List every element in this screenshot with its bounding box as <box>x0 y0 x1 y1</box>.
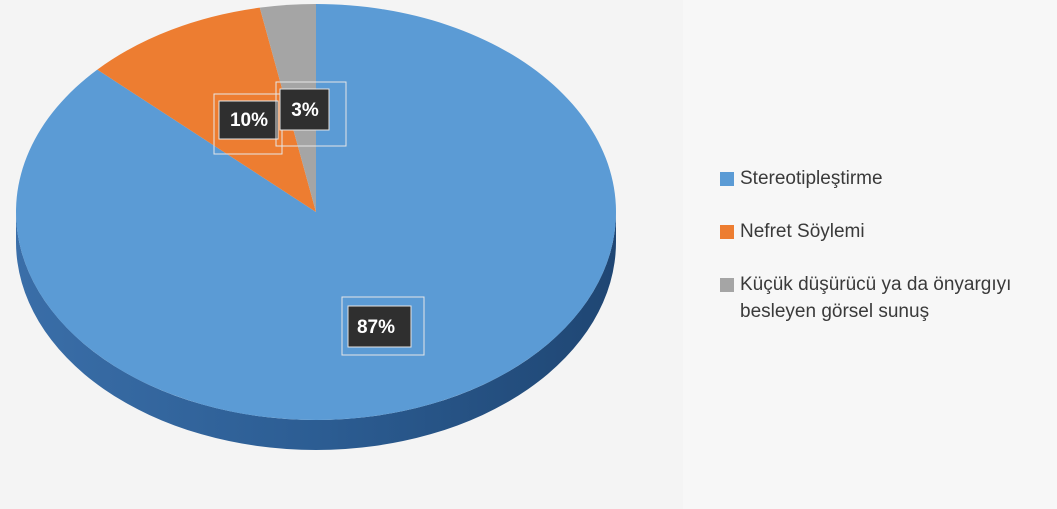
pie-slices <box>15 4 616 420</box>
legend-panel <box>683 0 1057 509</box>
data-label-box <box>347 305 412 348</box>
data-label-frame <box>341 296 425 356</box>
legend-swatch <box>720 172 734 186</box>
pie-slice-stereotipleştirme <box>15 4 616 420</box>
data-label-nefret-söylemi: 10% <box>230 110 268 131</box>
pie-slice-nefret-söylemi <box>97 7 316 213</box>
data-label-küçük-düşürücü: 3% <box>291 100 319 121</box>
legend-item-nefret-söylemi: Nefret Söylemi <box>720 218 1057 245</box>
legend: Stereotipleştirme Nefret Söylemi Küçük d… <box>720 165 1057 325</box>
data-label-frame <box>275 81 347 147</box>
pie-data-labels: 87% 10% 3% <box>213 81 425 356</box>
legend-swatch <box>720 225 734 239</box>
legend-label: Küçük düşürücü ya da önyargıyı besleyen … <box>740 274 1012 322</box>
legend-item-küçük-düşürücü: Küçük düşürücü ya da önyargıyı besleyen … <box>720 271 1057 325</box>
legend-item-stereotipleştirme: Stereotipleştirme <box>720 165 1057 192</box>
legend-swatch <box>720 278 734 292</box>
data-label-box <box>279 88 330 131</box>
data-label-box <box>218 100 279 140</box>
data-label-stereotipleştirme: 87% <box>357 317 395 338</box>
pie-chart: 87% 10% 3% <box>15 4 616 450</box>
legend-label: Stereotipleştirme <box>740 168 883 189</box>
legend-label: Nefret Söylemi <box>740 221 865 242</box>
